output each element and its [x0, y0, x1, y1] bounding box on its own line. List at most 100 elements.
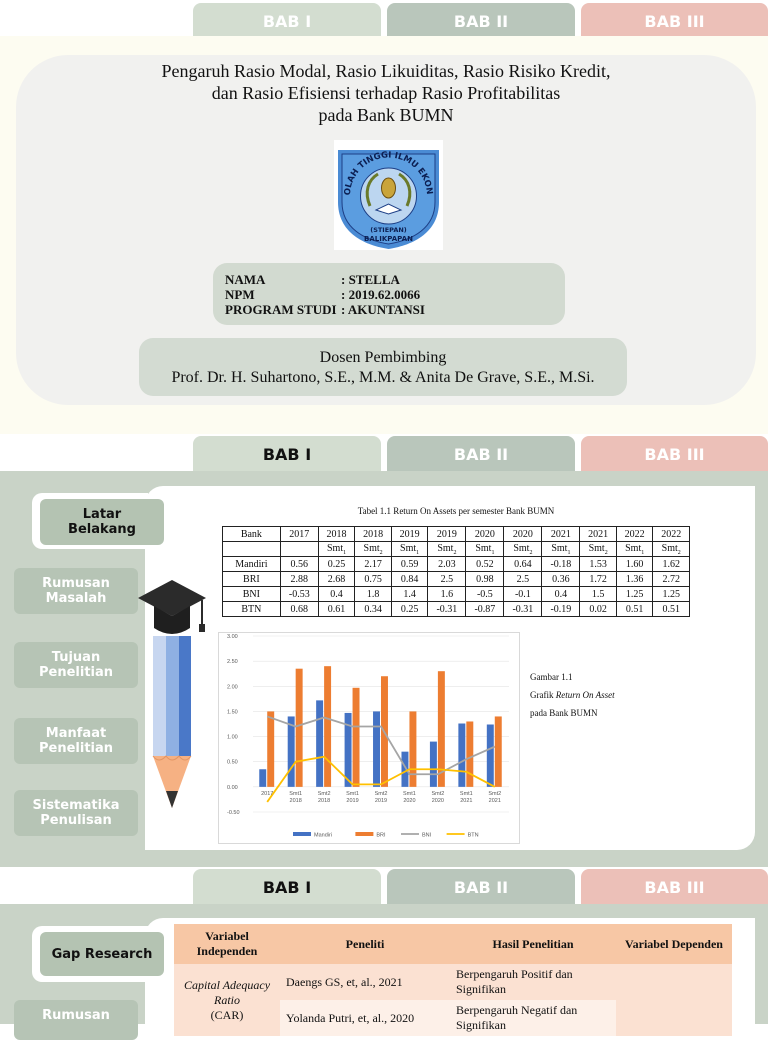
sidebar-item-gap-research[interactable]: Gap Research	[40, 932, 164, 976]
roa-chart-svg: 3.00 2.50 2.00 1.50 1.00 0.50 0.00 -0.50 2017 Smt…	[227, 634, 509, 839]
table-cell: 0.64	[503, 556, 543, 572]
tab-bab-3[interactable]: BAB III	[581, 436, 768, 472]
legend-swatch	[293, 832, 311, 836]
tab-bab-1-active[interactable]: BAB I	[193, 869, 381, 905]
table-subheader-cell	[222, 541, 281, 557]
tab-label: BAB III	[644, 445, 705, 464]
table-cell: 2.72	[652, 571, 690, 587]
chart-bar-bri	[324, 666, 332, 787]
table-cell: -0.53	[279, 586, 319, 602]
sidebar-item-label: Latar Belakang	[68, 507, 136, 537]
tab-bab-3[interactable]: BAB III	[581, 3, 768, 39]
table-cell: 1.25	[652, 586, 690, 602]
table-header-cell: Hasil Penelitian	[492, 936, 574, 951]
table-cell: 0.4	[317, 586, 356, 602]
x-tick-label: Smt2	[431, 791, 444, 797]
tab-label: BAB II	[453, 878, 509, 897]
table-header-cell: 2019	[390, 526, 429, 542]
tab-label: BAB I	[262, 12, 312, 31]
table-cell: 0.4	[541, 586, 581, 602]
table-cell: 0.61	[317, 601, 356, 617]
advisor-names: Prof. Dr. H. Suhartono, S.E., M.M. & Ani…	[171, 369, 595, 386]
chart-bar-mandiri	[458, 723, 466, 787]
gap-research-table: Variabel Independen Peneliti Hasil Penel…	[174, 924, 732, 1036]
sidebar-item-rumusan-masalah[interactable]: Rumusan Masalah	[14, 568, 138, 614]
dependent-cell	[616, 964, 732, 1036]
chart-line-bni	[266, 715, 496, 776]
table-cell: 0.98	[465, 571, 505, 587]
tab-label: BAB III	[644, 12, 705, 31]
table-cell: 0.56	[279, 556, 319, 572]
table-cell: 1.6	[427, 586, 467, 602]
table-cell: 1.60	[615, 556, 654, 572]
stie-logo-icon: SEKOLAH TINGGI ILMU EKONOMI (STIEPAN) BA…	[330, 133, 439, 249]
x-tick-label: 2019	[375, 798, 387, 804]
subheader-text: Smt	[363, 542, 380, 554]
subheader-text: Smt	[437, 542, 454, 554]
sidebar-item-label: Rumusan	[42, 1008, 110, 1023]
table-header-row: Bank 2017 2018 2018 2019 2019 2020 2020 …	[222, 526, 690, 542]
table-cell: 0.34	[354, 601, 392, 617]
tab-bab-2[interactable]: BAB II	[387, 869, 575, 905]
name-label: NAMA	[225, 272, 266, 287]
table-subheader-cell: Smt2	[427, 541, 467, 557]
variable-cell: Capital Adequacy Ratio (CAR)	[174, 964, 280, 1036]
variable-name: Capital Adequacy Ratio	[183, 978, 271, 1007]
variable-abbr: (CAR)	[210, 1008, 244, 1022]
tab-bab-1-active[interactable]: BAB I	[193, 436, 381, 472]
tab-bab-1[interactable]: BAB I	[193, 3, 381, 39]
svg-text:(STIEPAN): (STIEPAN)	[370, 226, 407, 234]
bank-name-cell: BTN	[222, 601, 281, 617]
sidebar-item-latar-belakang[interactable]: Latar Belakang	[40, 499, 164, 545]
advisor-box: Dosen Pembimbing Prof. Dr. H. Suhartono,…	[139, 338, 627, 396]
table-cell: 2.5	[503, 571, 543, 587]
tab-label: BAB II	[453, 12, 509, 31]
table-cell: 0.52	[465, 556, 505, 572]
tab-bab-3[interactable]: BAB III	[581, 869, 768, 905]
table-cell: 0.25	[317, 556, 356, 572]
subheader-text: Smt	[326, 542, 344, 554]
tab-bab-2[interactable]: BAB II	[387, 3, 575, 39]
subheader-text: Smt	[551, 542, 568, 554]
y-tick-label: -0.50	[227, 810, 240, 816]
subheader-index: 1	[491, 549, 495, 556]
sidebar-item-sistematika-penulisan[interactable]: Sistematika Penulisan	[14, 790, 138, 836]
sidebar-item-manfaat-penelitian[interactable]: Manfaat Penelitian	[14, 718, 138, 764]
table-cell: 0.36	[541, 571, 581, 587]
program-value: : AKUNTANSI	[341, 302, 425, 317]
table-cell: 1.25	[615, 586, 654, 602]
subheader-index: 1	[416, 549, 420, 556]
table-cell: 1.62	[652, 556, 690, 572]
chart-bar-mandiri	[486, 724, 494, 787]
legend-label: BTN	[468, 833, 479, 839]
table-header-cell: Bank	[222, 526, 281, 542]
bank-name-cell: Mandiri	[222, 556, 281, 572]
table-header-cell: 2022	[652, 526, 690, 542]
table-header-cell: 2019	[427, 526, 467, 542]
subheader-index: 2	[529, 549, 533, 556]
table-cell: 2.5	[427, 571, 467, 587]
subheader-text: Smt	[588, 542, 605, 554]
subheader-index: 1	[567, 549, 571, 556]
x-tick-label: Smt1	[289, 791, 302, 797]
tab-label: BAB II	[453, 445, 509, 464]
chart-bar-bri	[352, 687, 360, 787]
table-header-cell: 2020	[465, 526, 505, 542]
x-tick-label: 2018	[290, 798, 302, 804]
table-subheader-cell: Smt1	[465, 541, 505, 557]
table-subheader-cell: Smt1	[541, 541, 581, 557]
table-cell: 1.8	[354, 586, 392, 602]
table-cell: 0.51	[652, 601, 690, 617]
sidebar-item-rumusan[interactable]: Rumusan	[14, 1000, 138, 1040]
npm-value: : 2019.62.0066	[341, 287, 421, 302]
roa-chart: 3.00 2.50 2.00 1.50 1.00 0.50 0.00 -0.50 2017 Smt…	[218, 632, 520, 844]
tab-bab-2[interactable]: BAB II	[387, 436, 575, 472]
sidebar-item-tujuan-penelitian[interactable]: Tujuan Penelitian	[14, 642, 138, 688]
table-cell: 0.51	[615, 601, 654, 617]
chart-bar-bri	[409, 711, 417, 787]
table-header-cell: 2020	[503, 526, 543, 542]
y-tick-label: 3.00	[227, 634, 238, 640]
subheader-text: Smt	[400, 542, 417, 554]
x-tick-label: 2021	[460, 798, 472, 804]
npm-label: NPM	[225, 287, 255, 302]
